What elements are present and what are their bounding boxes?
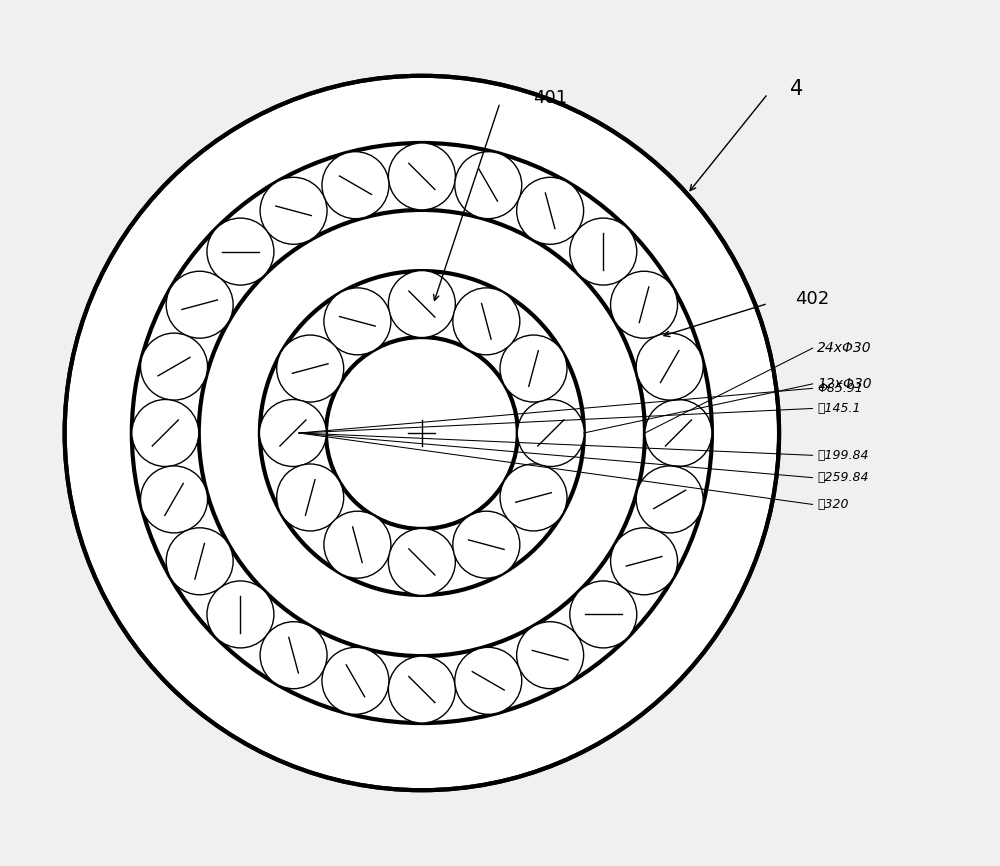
Circle shape xyxy=(260,622,327,688)
Text: ΢199.84: ΢199.84 xyxy=(817,449,869,462)
Circle shape xyxy=(570,581,637,648)
Circle shape xyxy=(517,622,584,688)
Circle shape xyxy=(500,335,567,402)
Circle shape xyxy=(207,581,274,648)
Text: 4: 4 xyxy=(790,79,803,100)
Text: ΢259.84: ΢259.84 xyxy=(817,471,869,484)
Circle shape xyxy=(517,399,584,467)
Text: 12xΦ30: 12xΦ30 xyxy=(817,377,872,391)
Circle shape xyxy=(636,466,703,533)
Circle shape xyxy=(277,335,344,402)
Circle shape xyxy=(132,399,199,467)
Circle shape xyxy=(388,270,455,338)
Text: ΢145.1: ΢145.1 xyxy=(817,402,861,415)
Text: 24xΦ30: 24xΦ30 xyxy=(817,341,872,355)
Circle shape xyxy=(277,464,344,531)
Circle shape xyxy=(322,152,389,219)
Circle shape xyxy=(324,288,391,355)
Circle shape xyxy=(259,399,326,467)
Circle shape xyxy=(141,333,208,400)
Circle shape xyxy=(65,76,779,790)
Circle shape xyxy=(611,527,678,595)
Circle shape xyxy=(388,528,455,596)
Circle shape xyxy=(636,333,703,400)
Circle shape xyxy=(207,218,274,285)
Circle shape xyxy=(322,647,389,714)
Circle shape xyxy=(166,527,233,595)
Text: 402: 402 xyxy=(795,290,829,308)
Circle shape xyxy=(166,271,233,339)
Circle shape xyxy=(453,288,520,355)
Text: Φ85.91: Φ85.91 xyxy=(817,382,863,395)
Circle shape xyxy=(517,178,584,244)
Circle shape xyxy=(141,466,208,533)
Circle shape xyxy=(645,399,712,467)
Circle shape xyxy=(455,152,522,219)
Circle shape xyxy=(611,271,678,339)
Circle shape xyxy=(570,218,637,285)
Text: 401: 401 xyxy=(533,89,568,107)
Circle shape xyxy=(500,464,567,531)
Circle shape xyxy=(453,511,520,578)
Circle shape xyxy=(324,511,391,578)
Text: ΢320: ΢320 xyxy=(817,498,849,511)
Circle shape xyxy=(455,647,522,714)
Circle shape xyxy=(260,178,327,244)
Circle shape xyxy=(388,656,455,723)
Circle shape xyxy=(388,143,455,210)
